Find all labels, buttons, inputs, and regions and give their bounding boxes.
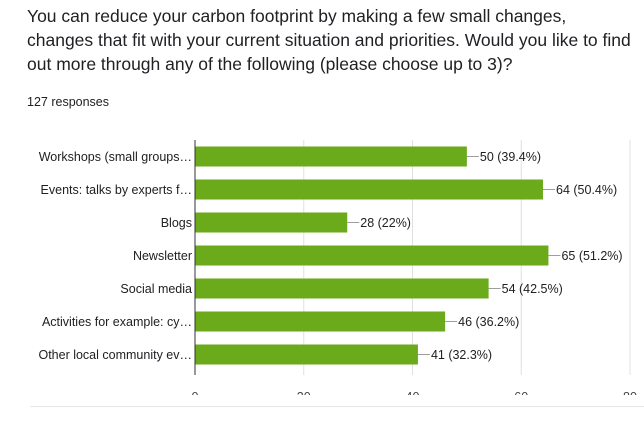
bar	[195, 212, 348, 233]
data-label: 41 (32.3%)	[431, 348, 492, 362]
category-label: Workshops (small groups…	[39, 150, 192, 164]
category-label: Newsletter	[133, 249, 192, 263]
category-label: Activities for example: cy…	[42, 315, 192, 329]
x-tick-label: 80	[623, 390, 637, 395]
response-count: 127 responses	[27, 95, 110, 109]
card-divider	[30, 406, 644, 407]
x-tick-label: 0	[192, 390, 199, 395]
category-label: Blogs	[161, 216, 192, 230]
bar-chart: Workshops (small groups… 50 (39.4%) Events…	[0, 120, 644, 404]
data-label: 54 (42.5%)	[502, 282, 563, 296]
bar	[195, 344, 418, 365]
bar-chart-svg: Workshops (small groups… 50 (39.4%) Events…	[38, 140, 637, 404]
x-tick-label: 40	[406, 390, 420, 395]
data-label: 65 (51.2%)	[561, 249, 622, 263]
x-tick-label: 60	[514, 390, 528, 395]
question-title: You can reduce your carbon footprint by …	[27, 6, 631, 74]
category-label: Social media	[120, 282, 192, 296]
category-label: Other local community ev…	[38, 348, 192, 362]
bar	[195, 278, 489, 299]
data-label: 28 (22%)	[360, 216, 411, 230]
category-label: Events: talks by experts f…	[41, 183, 192, 197]
bar	[195, 245, 549, 266]
data-label: 46 (36.2%)	[458, 315, 519, 329]
x-tick-label: 20	[297, 390, 311, 395]
data-label: 64 (50.4%)	[556, 183, 617, 197]
bar	[195, 146, 467, 167]
bar	[195, 311, 446, 332]
data-label: 50 (39.4%)	[480, 150, 541, 164]
bar	[195, 179, 543, 200]
